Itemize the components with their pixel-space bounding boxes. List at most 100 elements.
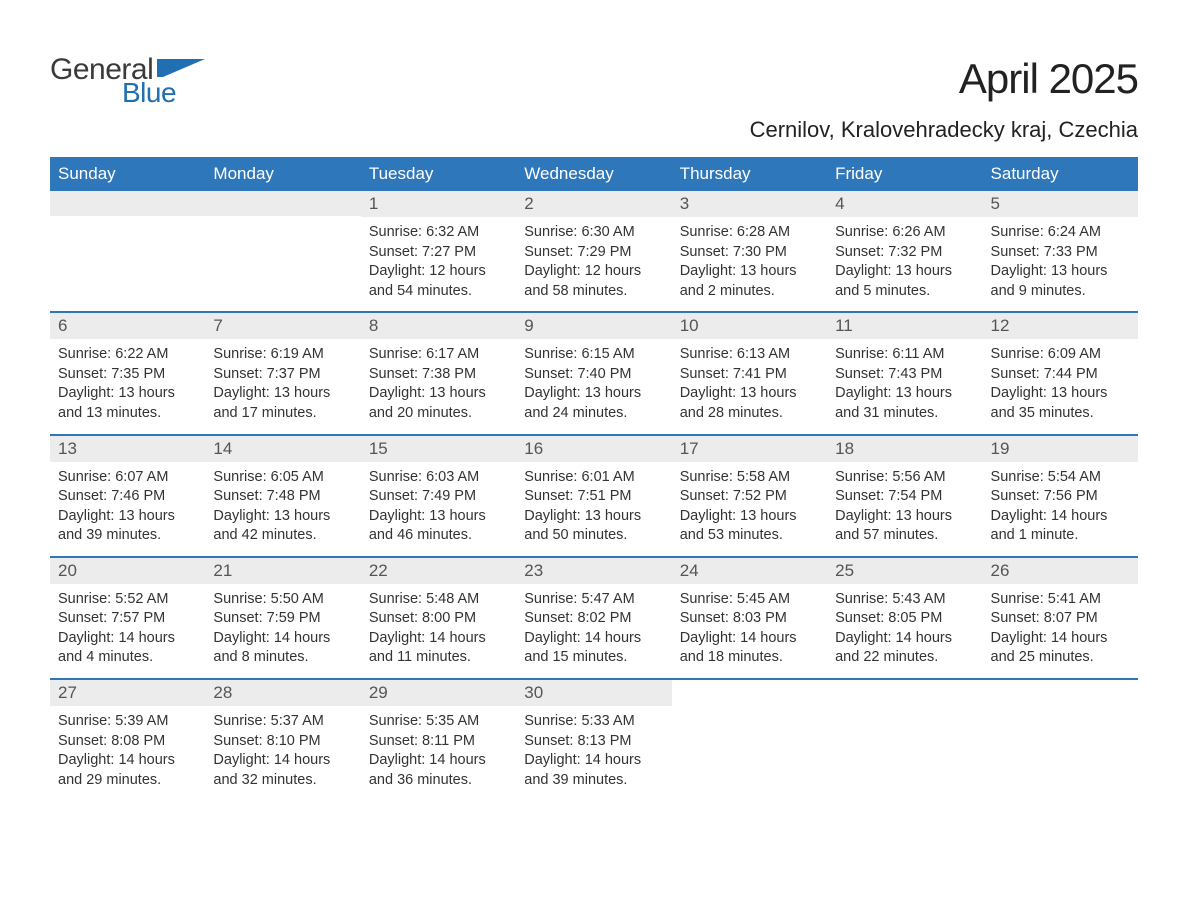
day-line: Sunset: 7:48 PM: [213, 487, 352, 507]
day-line: Sunrise: 6:11 AM: [835, 345, 974, 365]
day-number: 18: [827, 436, 982, 462]
day-content: Sunrise: 5:47 AMSunset: 8:02 PMDaylight:…: [516, 584, 671, 678]
day-line: Sunrise: 6:13 AM: [680, 345, 819, 365]
day-cell: 19Sunrise: 5:54 AMSunset: 7:56 PMDayligh…: [983, 436, 1138, 556]
day-line: Daylight: 13 hours: [835, 262, 974, 282]
weekday-header: Saturday: [983, 157, 1138, 191]
day-line: Sunrise: 5:58 AM: [680, 468, 819, 488]
weekday-header: Monday: [205, 157, 360, 191]
month-title: April 2025: [750, 55, 1138, 103]
day-line: and 46 minutes.: [369, 526, 508, 546]
day-line: and 24 minutes.: [524, 404, 663, 424]
day-content: Sunrise: 5:56 AMSunset: 7:54 PMDaylight:…: [827, 462, 982, 556]
day-line: Sunrise: 5:50 AM: [213, 590, 352, 610]
day-cell: 23Sunrise: 5:47 AMSunset: 8:02 PMDayligh…: [516, 558, 671, 678]
title-block: April 2025 Cernilov, Kralovehradecky kra…: [750, 55, 1138, 143]
day-line: Daylight: 14 hours: [991, 507, 1130, 527]
day-content: [50, 216, 205, 232]
day-cell: 15Sunrise: 6:03 AMSunset: 7:49 PMDayligh…: [361, 436, 516, 556]
day-cell: 21Sunrise: 5:50 AMSunset: 7:59 PMDayligh…: [205, 558, 360, 678]
day-content: [672, 680, 827, 696]
logo-text-blue: Blue: [122, 79, 205, 107]
day-number: 5: [983, 191, 1138, 217]
weekday-header: Friday: [827, 157, 982, 191]
day-line: Sunrise: 6:09 AM: [991, 345, 1130, 365]
day-content: Sunrise: 5:52 AMSunset: 7:57 PMDaylight:…: [50, 584, 205, 678]
day-line: Daylight: 14 hours: [991, 629, 1130, 649]
day-number: 15: [361, 436, 516, 462]
day-line: Sunrise: 6:26 AM: [835, 223, 974, 243]
day-line: and 35 minutes.: [991, 404, 1130, 424]
day-cell: 3Sunrise: 6:28 AMSunset: 7:30 PMDaylight…: [672, 191, 827, 311]
day-line: Sunset: 7:57 PM: [58, 609, 197, 629]
day-number: 19: [983, 436, 1138, 462]
day-line: and 39 minutes.: [58, 526, 197, 546]
day-content: [983, 680, 1138, 696]
page-header: General Blue April 2025 Cernilov, Kralov…: [50, 55, 1138, 143]
day-cell: 30Sunrise: 5:33 AMSunset: 8:13 PMDayligh…: [516, 680, 671, 800]
day-cell: 17Sunrise: 5:58 AMSunset: 7:52 PMDayligh…: [672, 436, 827, 556]
day-line: and 28 minutes.: [680, 404, 819, 424]
day-number: 4: [827, 191, 982, 217]
day-content: Sunrise: 6:11 AMSunset: 7:43 PMDaylight:…: [827, 339, 982, 433]
day-line: Sunrise: 5:54 AM: [991, 468, 1130, 488]
day-cell: 20Sunrise: 5:52 AMSunset: 7:57 PMDayligh…: [50, 558, 205, 678]
day-line: and 15 minutes.: [524, 648, 663, 668]
calendar-grid: Sunday Monday Tuesday Wednesday Thursday…: [50, 157, 1138, 800]
day-line: and 53 minutes.: [680, 526, 819, 546]
day-line: Daylight: 13 hours: [991, 384, 1130, 404]
day-line: Sunset: 7:52 PM: [680, 487, 819, 507]
day-line: and 17 minutes.: [213, 404, 352, 424]
day-number: 10: [672, 313, 827, 339]
day-number: 21: [205, 558, 360, 584]
day-content: Sunrise: 5:50 AMSunset: 7:59 PMDaylight:…: [205, 584, 360, 678]
day-line: Daylight: 13 hours: [58, 507, 197, 527]
day-cell: 29Sunrise: 5:35 AMSunset: 8:11 PMDayligh…: [361, 680, 516, 800]
calendar-week: 1Sunrise: 6:32 AMSunset: 7:27 PMDaylight…: [50, 191, 1138, 311]
day-cell: 25Sunrise: 5:43 AMSunset: 8:05 PMDayligh…: [827, 558, 982, 678]
day-line: Sunset: 8:10 PM: [213, 732, 352, 752]
day-line: Daylight: 13 hours: [58, 384, 197, 404]
weekday-header: Sunday: [50, 157, 205, 191]
day-cell: 9Sunrise: 6:15 AMSunset: 7:40 PMDaylight…: [516, 313, 671, 433]
day-number: 1: [361, 191, 516, 217]
day-content: Sunrise: 6:19 AMSunset: 7:37 PMDaylight:…: [205, 339, 360, 433]
day-content: Sunrise: 6:24 AMSunset: 7:33 PMDaylight:…: [983, 217, 1138, 311]
weekday-header-row: Sunday Monday Tuesday Wednesday Thursday…: [50, 157, 1138, 191]
day-line: Sunrise: 6:07 AM: [58, 468, 197, 488]
day-line: Sunrise: 6:05 AM: [213, 468, 352, 488]
day-number: 24: [672, 558, 827, 584]
day-cell: 6Sunrise: 6:22 AMSunset: 7:35 PMDaylight…: [50, 313, 205, 433]
day-number: 12: [983, 313, 1138, 339]
day-cell: [983, 680, 1138, 800]
day-line: and 39 minutes.: [524, 771, 663, 791]
day-line: Daylight: 14 hours: [369, 751, 508, 771]
day-line: Sunrise: 5:33 AM: [524, 712, 663, 732]
day-line: and 31 minutes.: [835, 404, 974, 424]
day-content: Sunrise: 6:07 AMSunset: 7:46 PMDaylight:…: [50, 462, 205, 556]
day-line: Sunrise: 5:39 AM: [58, 712, 197, 732]
day-line: Daylight: 14 hours: [524, 751, 663, 771]
day-line: Sunrise: 6:15 AM: [524, 345, 663, 365]
day-line: Sunset: 7:30 PM: [680, 243, 819, 263]
day-number: 11: [827, 313, 982, 339]
day-cell: 7Sunrise: 6:19 AMSunset: 7:37 PMDaylight…: [205, 313, 360, 433]
day-line: Sunset: 7:27 PM: [369, 243, 508, 263]
day-line: Sunrise: 6:01 AM: [524, 468, 663, 488]
day-line: Sunrise: 5:41 AM: [991, 590, 1130, 610]
day-line: Sunrise: 5:43 AM: [835, 590, 974, 610]
day-line: Sunset: 7:59 PM: [213, 609, 352, 629]
day-content: Sunrise: 6:13 AMSunset: 7:41 PMDaylight:…: [672, 339, 827, 433]
day-content: Sunrise: 6:30 AMSunset: 7:29 PMDaylight:…: [516, 217, 671, 311]
day-content: Sunrise: 6:05 AMSunset: 7:48 PMDaylight:…: [205, 462, 360, 556]
day-line: Daylight: 13 hours: [991, 262, 1130, 282]
day-line: Daylight: 13 hours: [680, 262, 819, 282]
day-line: and 8 minutes.: [213, 648, 352, 668]
day-cell: [205, 191, 360, 311]
day-cell: 4Sunrise: 6:26 AMSunset: 7:32 PMDaylight…: [827, 191, 982, 311]
day-cell: 22Sunrise: 5:48 AMSunset: 8:00 PMDayligh…: [361, 558, 516, 678]
day-cell: [50, 191, 205, 311]
day-content: Sunrise: 5:54 AMSunset: 7:56 PMDaylight:…: [983, 462, 1138, 556]
day-line: and 2 minutes.: [680, 282, 819, 302]
day-line: Daylight: 13 hours: [524, 384, 663, 404]
